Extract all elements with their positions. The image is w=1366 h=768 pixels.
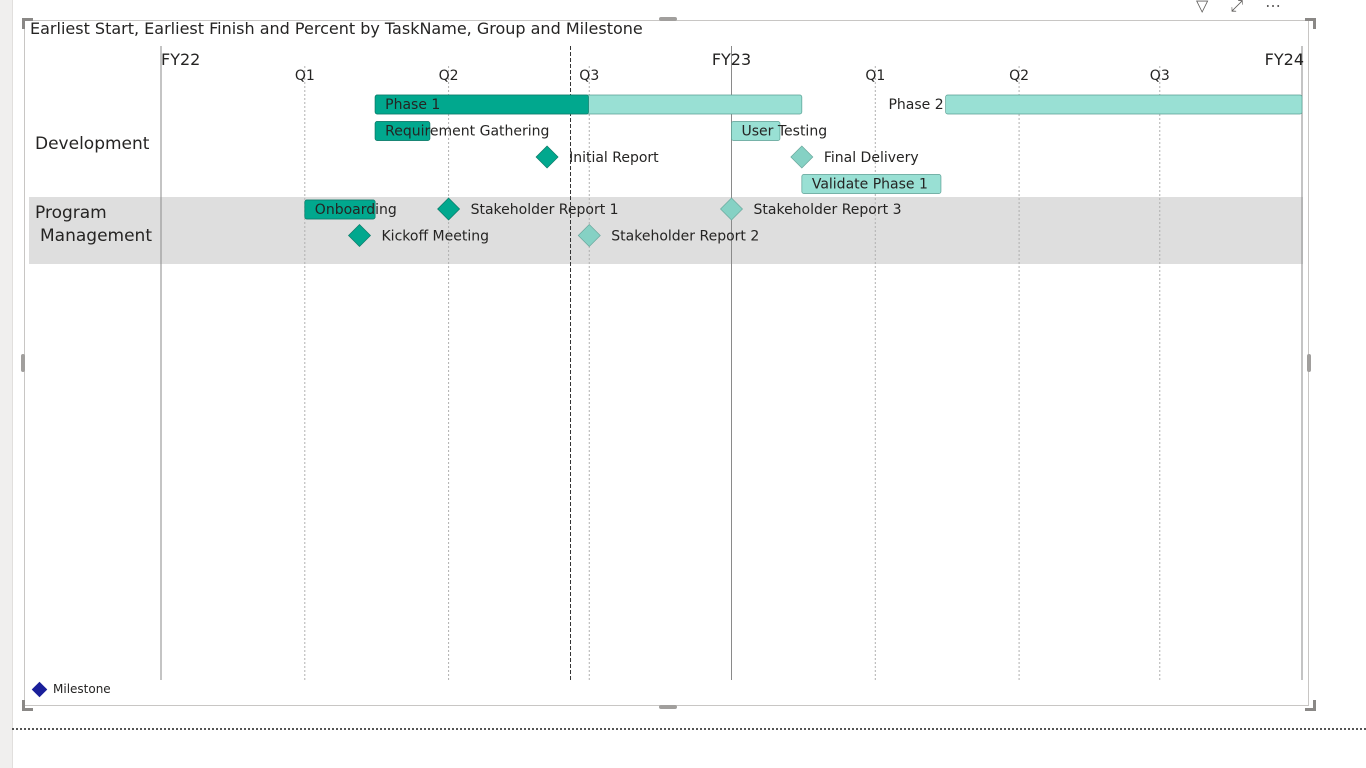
group-label: Development bbox=[35, 134, 150, 154]
milestone-marker bbox=[437, 197, 461, 221]
quarter-label: Q1 bbox=[295, 68, 315, 84]
milestone-label: Initial Report bbox=[569, 150, 659, 166]
legend-milestone-marker bbox=[31, 681, 48, 697]
gantt-chart: Q1 Q2 Q3 Q1 Q2 Q3 FY22 FY23 FY24 Development Phase… bbox=[29, 46, 1304, 680]
resize-handle-right[interactable] bbox=[1307, 354, 1311, 372]
filter-icon[interactable]: ▽ bbox=[1196, 0, 1209, 15]
task-bar bbox=[731, 121, 781, 141]
resize-handle-top[interactable] bbox=[659, 17, 677, 21]
quarter-label: Q2 bbox=[439, 68, 459, 84]
group-label: Program Management bbox=[35, 203, 152, 246]
more-options-icon[interactable]: ⋯ bbox=[1265, 0, 1282, 15]
task-bar bbox=[801, 174, 942, 194]
chart-title: Earliest Start, Earliest Finish and Perc… bbox=[30, 19, 643, 38]
year-label: FY24 bbox=[1265, 50, 1304, 69]
milestone-label: Kickoff Meeting bbox=[382, 229, 489, 245]
resize-handle-left[interactable] bbox=[21, 354, 25, 372]
legend-label: Milestone bbox=[53, 682, 111, 696]
page-boundary bbox=[12, 728, 1366, 730]
task-label: Onboarding bbox=[315, 202, 397, 218]
quarter-label: Q1 bbox=[865, 68, 885, 84]
task-label: User Testing bbox=[742, 124, 828, 140]
group-band bbox=[29, 197, 1303, 264]
task-label: Requirement Gathering bbox=[385, 124, 549, 140]
task-progress bbox=[374, 94, 589, 115]
task-label: Phase 1 bbox=[385, 97, 440, 113]
resize-corner-bottom-left[interactable] bbox=[22, 700, 33, 711]
milestone-label: Stakeholder Report 2 bbox=[611, 229, 759, 245]
quarter-label: Q3 bbox=[579, 68, 599, 84]
milestone-marker bbox=[348, 224, 371, 247]
resize-corner-top-right[interactable] bbox=[1305, 18, 1316, 29]
legend: Milestone bbox=[30, 681, 111, 697]
milestone-label: Final Delivery bbox=[824, 150, 919, 166]
quarter-label: Q2 bbox=[1009, 68, 1029, 84]
resize-handle-bottom[interactable] bbox=[659, 705, 677, 709]
resize-corner-bottom-right[interactable] bbox=[1305, 700, 1316, 711]
task-label: Validate Phase 1 bbox=[812, 177, 928, 193]
quarter-label: Q3 bbox=[1150, 68, 1170, 84]
milestone-marker bbox=[720, 197, 743, 221]
focus-mode-icon[interactable]: ⤢ bbox=[1230, 0, 1244, 15]
page-left-strip bbox=[0, 0, 13, 768]
milestone-marker bbox=[535, 145, 559, 169]
resize-corner-top-left[interactable] bbox=[22, 18, 33, 29]
year-label: FY22 bbox=[161, 50, 200, 69]
milestone-marker bbox=[577, 224, 601, 247]
milestone-label: Stakeholder Report 1 bbox=[471, 202, 619, 218]
milestone-label: Stakeholder Report 3 bbox=[754, 202, 902, 218]
task-label: Phase 2 bbox=[888, 97, 943, 113]
visual-header: ▽ ⤢ ⋯ bbox=[1196, 0, 1306, 14]
task-progress bbox=[374, 121, 431, 141]
task-bar bbox=[945, 94, 1303, 115]
task-progress bbox=[304, 199, 376, 220]
milestone-marker bbox=[790, 145, 814, 169]
year-label: FY23 bbox=[712, 50, 751, 69]
